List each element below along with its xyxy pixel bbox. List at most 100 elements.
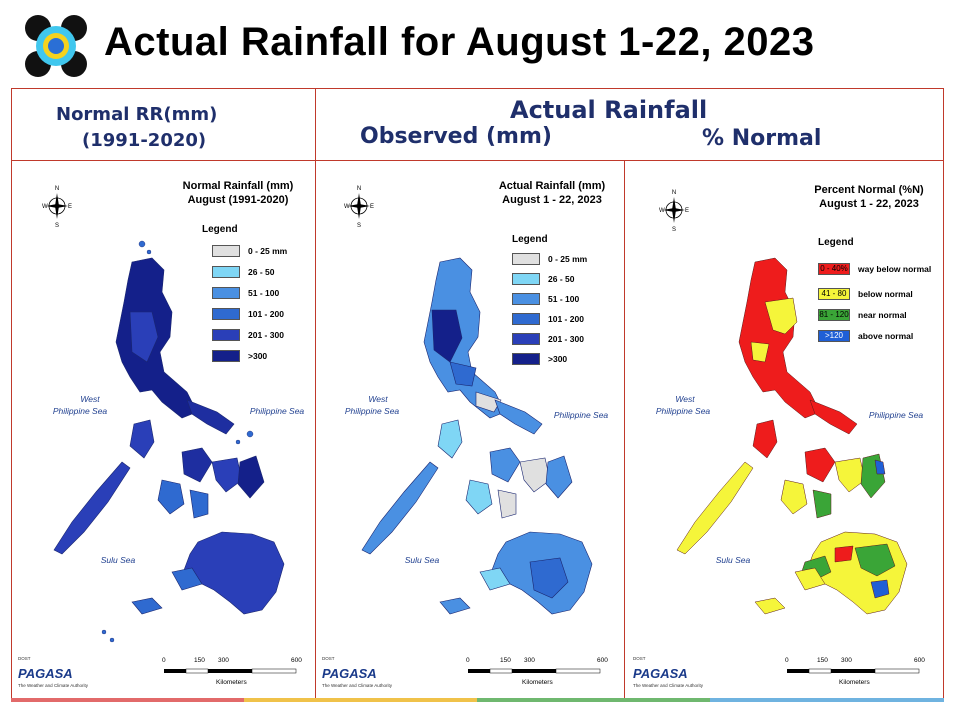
legend-swatch: 81 - 120 xyxy=(818,309,850,321)
svg-text:S: S xyxy=(357,223,361,228)
legend-label: 201 - 300 xyxy=(248,330,284,340)
pagasa-dost: DOST xyxy=(322,656,335,661)
legend-label: 51 - 100 xyxy=(248,288,280,298)
map-title-line1: Actual Rainfall (mm) xyxy=(498,180,606,192)
legend-item: >120 above normal xyxy=(818,329,913,343)
sea-label-east: Philippine Sea xyxy=(868,410,924,420)
sea-label-south: Sulu Sea xyxy=(715,555,751,565)
legend-swatch: 0 - 40% xyxy=(818,263,850,275)
legend-item: 81 - 120 near normal xyxy=(818,308,907,322)
svg-text:E: E xyxy=(685,208,689,214)
sea-label-west-1: West xyxy=(368,394,388,404)
compass-rose-icon: N S W E xyxy=(344,186,374,228)
philippines-map-percent xyxy=(676,257,908,615)
compass-rose-icon: N S W E xyxy=(42,186,72,228)
legend-swatch xyxy=(512,293,540,305)
header-actual-title: Actual Rainfall xyxy=(510,96,708,124)
legend-item: 41 - 80 below normal xyxy=(818,287,913,301)
header-observed: Observed (mm) xyxy=(360,124,552,149)
footer-stripe-yellow xyxy=(244,698,477,702)
scale-unit: Kilometers xyxy=(839,679,870,686)
legend-item: 101 - 200 xyxy=(512,312,584,326)
svg-text:W: W xyxy=(659,208,665,214)
legend-label: 26 - 50 xyxy=(248,267,275,277)
pagasa-name: PAGASA xyxy=(18,666,73,681)
sea-label-west-1: West xyxy=(675,394,695,404)
scale-tick-0: 0 xyxy=(162,657,166,664)
legend-swatch xyxy=(512,353,540,365)
svg-text:E: E xyxy=(370,204,374,210)
philippines-map-normal xyxy=(53,240,285,643)
scale-unit: Kilometers xyxy=(216,679,247,686)
legend-swatch xyxy=(212,266,240,278)
legend-swatch xyxy=(212,245,240,257)
scale-tick-150: 150 xyxy=(194,657,205,664)
pagasa-logo: DOST PAGASA The Weather and Climate Auth… xyxy=(633,656,703,690)
legend-label: 51 - 100 xyxy=(548,294,580,304)
compass-rose-icon: N S W E xyxy=(659,190,689,232)
legend-label: 0 - 25 mm xyxy=(548,254,588,264)
map-title-line2: August 1 - 22, 2023 xyxy=(819,198,919,210)
scale-tick-600: 600 xyxy=(291,657,302,664)
svg-text:W: W xyxy=(42,204,48,210)
pagasa-dost: DOST xyxy=(18,656,31,661)
sea-label-south: Sulu Sea xyxy=(100,555,136,565)
map-title-line1: Normal Rainfall (mm) xyxy=(182,180,294,192)
svg-text:N: N xyxy=(672,190,676,196)
pagasa-logo: DOST PAGASA The Weather and Climate Auth… xyxy=(322,656,392,690)
scale-tick-600: 600 xyxy=(597,657,608,664)
map-title-line1: Percent Normal (%N) xyxy=(814,184,924,196)
legend-swatch xyxy=(512,333,540,345)
pagasa-tagline: The Weather and Climate Authority xyxy=(18,683,88,688)
slide-title: Actual Rainfall for August 1-22, 2023 xyxy=(104,20,815,64)
legend-item: 51 - 100 xyxy=(512,292,579,306)
legend-item: 0 - 25 mm xyxy=(512,252,587,266)
legend-swatch xyxy=(212,287,240,299)
scale-tick-0: 0 xyxy=(785,657,789,664)
scale-tick-600: 600 xyxy=(914,657,925,664)
footer-stripe-blue xyxy=(710,698,944,702)
legend-label: 101 - 200 xyxy=(548,314,584,324)
legend-swatch: 41 - 80 xyxy=(818,288,850,300)
scale-tick-300: 300 xyxy=(841,657,852,664)
map-title-line2: August 1 - 22, 2023 xyxy=(502,194,602,206)
scale-tick-150: 150 xyxy=(500,657,511,664)
legend-label: 0 - 25 mm xyxy=(248,246,288,256)
svg-text:N: N xyxy=(55,186,59,192)
legend-label: >300 xyxy=(248,351,268,361)
sea-label-east: Philippine Sea xyxy=(553,410,609,420)
svg-text:S: S xyxy=(672,227,676,232)
pagasa-logo: DOST PAGASA The Weather and Climate Auth… xyxy=(18,656,88,690)
legend-item: 0 - 40% way below normal xyxy=(818,262,931,276)
pagasa-name: PAGASA xyxy=(633,666,688,681)
legend-label: 26 - 50 xyxy=(548,274,575,284)
header-percent-normal: % Normal xyxy=(702,126,822,151)
pagasa-tagline: The Weather and Climate Authority xyxy=(633,683,703,688)
pagasa-logo-icon xyxy=(24,14,88,78)
sea-label-east: Philippine Sea xyxy=(249,406,305,416)
legend-swatch xyxy=(212,350,240,362)
philippines-map-observed xyxy=(361,257,593,615)
pagasa-name: PAGASA xyxy=(322,666,377,681)
legend-item: 26 - 50 xyxy=(512,272,574,286)
legend-item: 101 - 200 xyxy=(212,307,284,321)
legend-label: above normal xyxy=(858,331,914,341)
legend-swatch xyxy=(212,308,240,320)
legend-swatch xyxy=(512,273,540,285)
scale-unit: Kilometers xyxy=(522,679,553,686)
legend-label: near normal xyxy=(858,310,907,320)
scale-tick-300: 300 xyxy=(524,657,535,664)
svg-text:E: E xyxy=(68,204,72,210)
pagasa-tagline: The Weather and Climate Authority xyxy=(322,683,392,688)
legend-swatch: >120 xyxy=(818,330,850,342)
header-normal-line2: (1991-2020) xyxy=(82,130,207,151)
footer-stripe-red xyxy=(11,698,244,702)
legend-item: >300 xyxy=(212,349,267,363)
panel-observed-map: Actual Rainfall (mm) August 1 - 22, 2023… xyxy=(316,162,624,698)
legend-swatch xyxy=(512,313,540,325)
svg-text:W: W xyxy=(344,204,350,210)
sea-label-south: Sulu Sea xyxy=(404,555,440,565)
footer-stripe-green xyxy=(477,698,710,702)
legend-title: Legend xyxy=(818,237,854,248)
panel-normal-map: Normal Rainfall (mm) August (1991-2020) … xyxy=(12,162,315,698)
